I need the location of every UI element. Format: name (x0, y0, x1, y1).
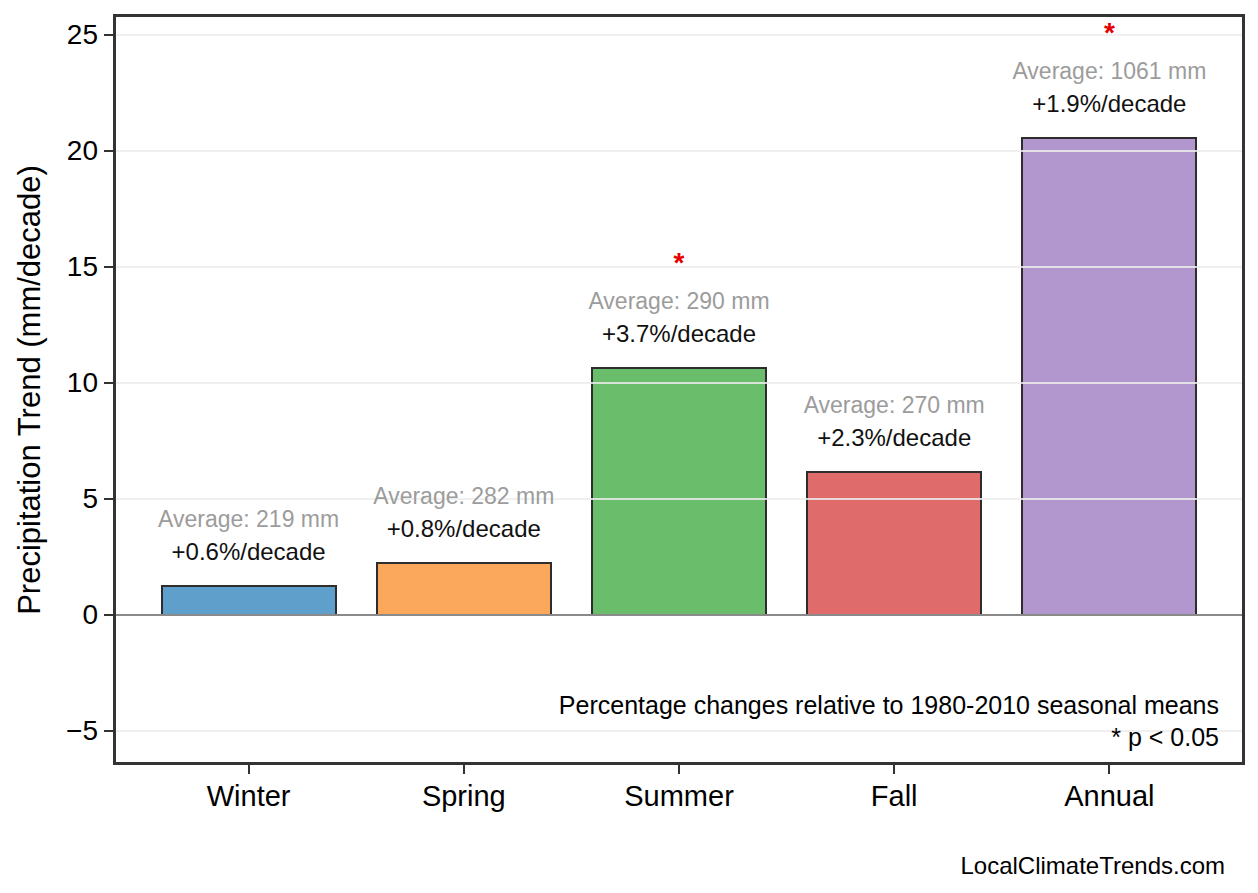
significance-note: * p < 0.05 (1111, 723, 1219, 752)
y-tick-label-5: 5 (0, 483, 98, 515)
annotation-change-winter: +0.6%/decade (172, 538, 326, 566)
y-tick-mark-5 (104, 498, 113, 500)
y-tick-mark-0 (104, 614, 113, 616)
gridline-y-5 (113, 730, 1245, 732)
chart-canvas: Precipitation Trend (mm/decade) +0.6%/de… (0, 0, 1258, 893)
y-tick-mark--5 (104, 730, 113, 732)
x-tick-label-annual: Annual (1064, 780, 1154, 813)
footnote-text: Percentage changes relative to 1980-2010… (559, 691, 1219, 720)
annotation-average-spring: Average: 282 mm (373, 482, 554, 509)
y-tick-label-0: 0 (0, 599, 98, 631)
bar-summer (591, 367, 767, 615)
annotation-average-fall: Average: 270 mm (804, 392, 985, 419)
x-tick-label-spring: Spring (422, 780, 506, 813)
x-tick-mark-winter (248, 765, 250, 774)
x-tick-mark-spring (463, 765, 465, 774)
x-tick-mark-fall (893, 765, 895, 774)
y-tick-label-15: 15 (0, 251, 98, 283)
x-tick-label-winter: Winter (207, 780, 291, 813)
significance-asterisk-summer: * (674, 249, 685, 277)
annotation-average-summer: Average: 290 mm (588, 287, 769, 314)
y-tick-mark-10 (104, 382, 113, 384)
y-tick-mark-15 (104, 266, 113, 268)
x-tick-label-fall: Fall (871, 780, 918, 813)
y-tick-mark-20 (104, 150, 113, 152)
annotation-average-winter: Average: 219 mm (158, 505, 339, 532)
watermark-text: LocalClimateTrends.com (960, 852, 1225, 880)
bar-spring (376, 562, 552, 615)
gridline-y25 (113, 34, 1245, 36)
annotation-change-fall: +2.3%/decade (817, 424, 971, 452)
x-tick-mark-summer (678, 765, 680, 774)
y-tick-label--5: −5 (0, 715, 98, 747)
y-tick-mark-25 (104, 34, 113, 36)
y-tick-label-20: 20 (0, 135, 98, 167)
x-tick-label-summer: Summer (624, 780, 734, 813)
y-tick-label-10: 10 (0, 367, 98, 399)
annotation-change-summer: +3.7%/decade (602, 320, 756, 348)
bar-annual (1021, 137, 1197, 615)
bar-winter (161, 585, 337, 615)
y-tick-label-25: 25 (0, 19, 98, 51)
bar-fall (806, 471, 982, 615)
significance-asterisk-annual: * (1104, 19, 1115, 47)
annotation-average-annual: Average: 1061 mm (1012, 58, 1206, 85)
annotation-change-spring: +0.8%/decade (387, 515, 541, 543)
annotation-change-annual: +1.9%/decade (1032, 90, 1186, 118)
plot-area: +0.6%/decade Average: 219 mm +0.8%/decade A… (113, 14, 1245, 765)
x-tick-mark-annual (1108, 765, 1110, 774)
